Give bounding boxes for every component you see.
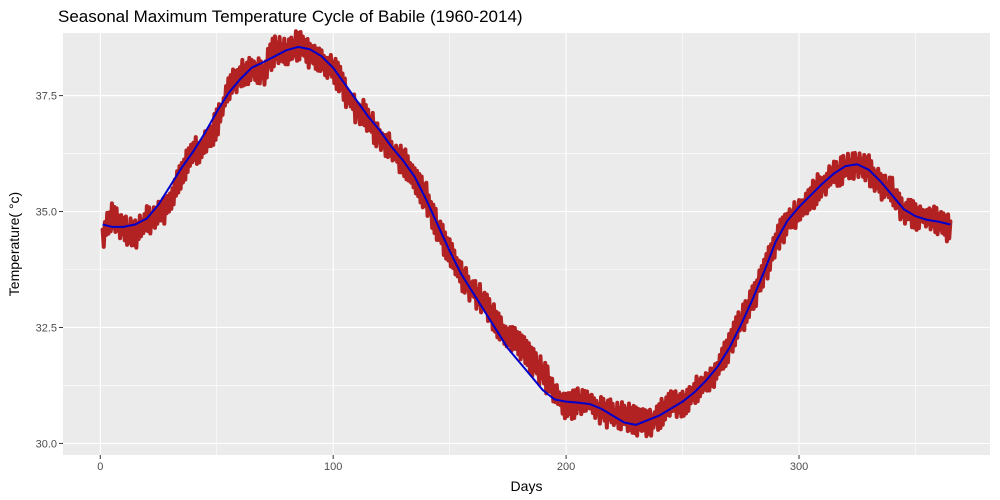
x-tick-label: 300 [790, 461, 808, 473]
x-tick-label: 200 [557, 461, 575, 473]
major-gridlines [63, 33, 990, 455]
y-tick-label: 37.5 [36, 91, 57, 103]
chart-title: Seasonal Maximum Temperature Cycle of Ba… [58, 7, 523, 26]
axis-layer: 0 100 200 300 30.0 32.5 35.0 37.5 [36, 91, 809, 473]
y-tick-label: 32.5 [36, 322, 57, 334]
y-tick-label: 30.0 [36, 438, 57, 450]
series-layer [100, 29, 953, 439]
series-smoothed-temperature-line [102, 45, 951, 426]
x-tick-label: 100 [324, 461, 342, 473]
x-axis-title: Days [511, 478, 543, 494]
y-tick-label: 35.0 [36, 207, 57, 219]
series-daily-temperature-line [100, 29, 953, 439]
x-tick-label: 0 [97, 461, 103, 473]
plot-panel [63, 33, 990, 455]
y-axis-title: Temperature( °c) [6, 192, 22, 296]
